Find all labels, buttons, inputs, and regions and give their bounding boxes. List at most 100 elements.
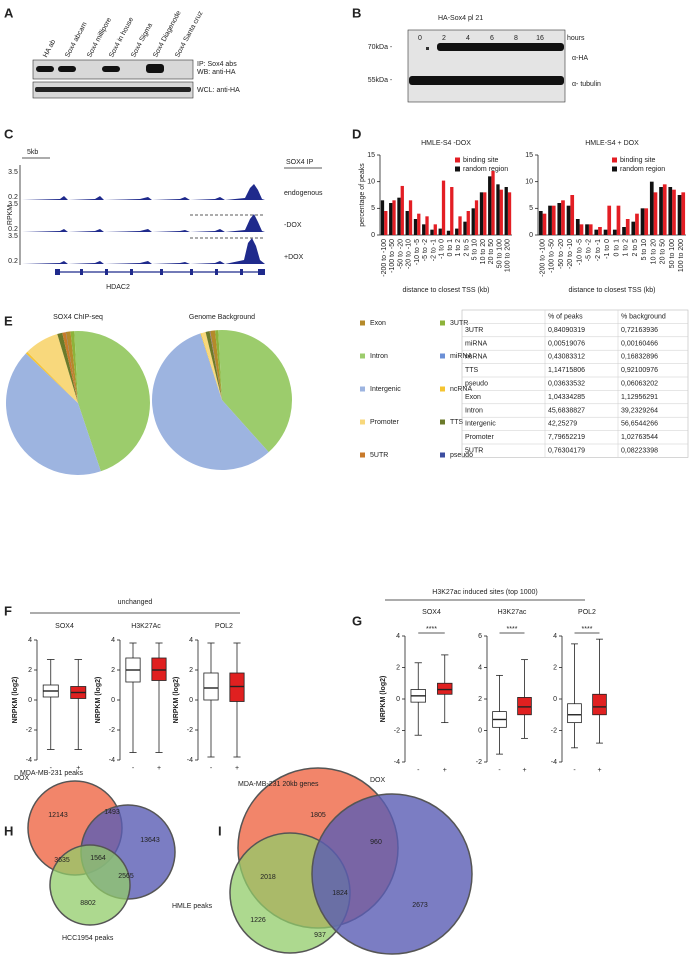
significance: **** — [507, 626, 518, 633]
x-tick-label: -10 to -5 — [414, 239, 421, 265]
bar — [607, 205, 612, 235]
group-title: unchanged — [118, 599, 153, 606]
y-tick-label: 15 — [525, 152, 533, 159]
panel-label: G — [352, 613, 362, 628]
bar — [384, 211, 388, 235]
bar — [504, 187, 508, 235]
y-tick-label: 4 — [111, 637, 115, 644]
x-tick-label: 20 to 50 — [488, 239, 495, 264]
bar — [389, 203, 393, 235]
x-tick-label: -10 to -5 — [576, 239, 583, 265]
y-tick-label: 4 — [396, 633, 400, 640]
bar — [616, 205, 621, 235]
x-tick-label: -5 to -2 — [586, 239, 593, 261]
gene-label: HDAC2 — [106, 284, 130, 291]
table-border — [461, 309, 689, 458]
x-tick-label: -1 to 0 — [604, 239, 611, 259]
bar — [466, 211, 470, 235]
x-tick-label: -1 to 0 — [439, 239, 446, 259]
bar — [413, 219, 418, 235]
x-tick-label: + — [235, 765, 239, 772]
x-tick-label: -2 to -1 — [595, 239, 602, 261]
lane-label: Sox4 abcam — [64, 21, 89, 59]
legend-label: random region — [620, 166, 665, 173]
pie-slice — [201, 331, 222, 400]
bar — [496, 184, 500, 235]
band — [146, 64, 164, 73]
table-cell: 0,00519076 — [548, 340, 585, 347]
bar — [570, 195, 575, 235]
panel-label: H — [4, 823, 13, 838]
bar — [538, 211, 543, 235]
legend-label: Promoter — [370, 419, 399, 426]
significance: **** — [582, 626, 593, 633]
time-label: 8 — [514, 35, 518, 42]
y-tick-label: 4 — [553, 633, 557, 640]
y-tick-label: 0 — [371, 232, 375, 239]
x-tick-label: - — [498, 767, 501, 774]
bar — [380, 200, 385, 235]
pie-slice — [74, 331, 150, 472]
table-cell: 42,25279 — [548, 421, 577, 428]
y-tick-label: -4 — [109, 757, 115, 764]
y-tick-label: 4 — [28, 637, 32, 644]
legend-label: 3UTR — [450, 320, 468, 327]
legend-swatch — [440, 353, 445, 359]
legend-label: pseudo — [450, 452, 473, 459]
y-tick-label: 10 — [367, 179, 375, 186]
pie-slice — [215, 330, 222, 400]
bar — [579, 224, 584, 235]
blot-label: IP: Sox4 abs — [197, 61, 237, 68]
bar — [548, 205, 552, 235]
pie-slice — [25, 351, 79, 403]
x-tick-label: -200 to -100 — [381, 239, 388, 277]
bar — [585, 224, 589, 235]
x-tick-label: - — [417, 767, 420, 774]
x-tick-label: -5 to -2 — [422, 239, 429, 261]
track-max: 3.5 — [8, 169, 18, 176]
bar — [425, 216, 429, 235]
chart-title: HMLE-S4 -DOX — [421, 140, 471, 147]
x-tick-label: 5 to 10 — [472, 239, 479, 261]
x-tick-label: -100 to -50 — [389, 239, 396, 273]
pie-slice — [62, 332, 78, 403]
bar — [631, 221, 636, 235]
x-tick-label: -50 to -20 — [558, 239, 565, 269]
legend-label: Intergenic — [370, 386, 401, 393]
y-tick-label: 2 — [478, 696, 482, 703]
venn-label: MDA-MB-231 peaks — [20, 770, 84, 777]
bar — [422, 224, 426, 235]
legend-label: random region — [463, 166, 508, 173]
x-tick-label: -50 to -20 — [397, 239, 404, 269]
y-tick-label: -4 — [551, 759, 557, 766]
pie-slice — [65, 332, 78, 403]
table-cell: 1,14715806 — [548, 367, 585, 374]
box — [203, 672, 219, 701]
bar — [458, 216, 462, 235]
bar — [653, 192, 658, 235]
bar — [622, 227, 626, 235]
x-tick-label: 50 to 100 — [669, 239, 676, 268]
x-tick-label: 5 to 10 — [641, 239, 648, 261]
bar — [557, 203, 562, 235]
y-tick-label: 0 — [28, 697, 32, 704]
legend-label: ncRNA — [450, 386, 473, 393]
lane-label: Sox4 Sigma — [130, 22, 154, 59]
legend-swatch — [455, 166, 460, 172]
bar — [408, 200, 413, 235]
pie-title: SOX4 ChIP-seq — [53, 314, 103, 321]
bar — [474, 200, 479, 235]
panel-label: B — [352, 5, 361, 20]
table-cell: 5UTR — [465, 448, 483, 455]
bar — [507, 192, 512, 235]
x-tick-label: -20 to -10 — [406, 239, 413, 269]
y-axis-label: NRPKM (log2) — [173, 677, 180, 724]
band — [409, 76, 564, 85]
box — [517, 697, 532, 716]
y-tick-label: 6 — [478, 633, 482, 640]
table-cell: 39,2329264 — [621, 407, 658, 414]
y-tick-label: 2 — [396, 664, 400, 671]
table-header: % background — [621, 314, 666, 321]
venn-count: 1493 — [104, 809, 120, 816]
x-tick-label: 20 to 50 — [660, 239, 667, 264]
